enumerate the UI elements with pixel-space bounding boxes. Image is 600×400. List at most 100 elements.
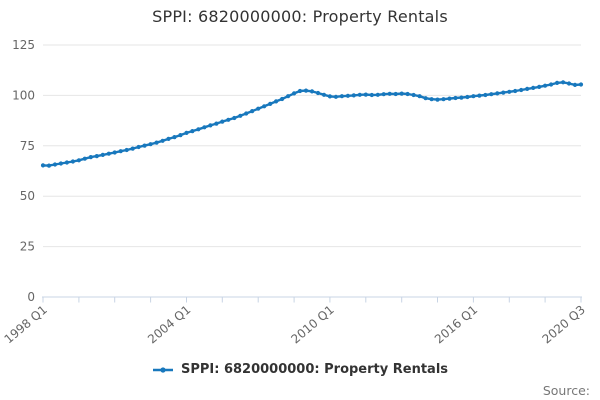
data-point-marker[interactable] [483, 92, 488, 98]
data-point-marker[interactable] [531, 85, 536, 90]
legend-item[interactable]: SPPI: 6820000000: Property Rentals [0, 362, 600, 377]
data-point-marker[interactable] [375, 92, 380, 97]
data-point-marker[interactable] [537, 84, 542, 89]
data-point-marker[interactable] [148, 142, 153, 147]
data-point-marker[interactable] [411, 92, 416, 98]
data-point-marker[interactable] [309, 89, 315, 94]
data-point-marker[interactable] [297, 88, 303, 94]
data-point-marker[interactable] [256, 106, 261, 111]
data-point-marker[interactable] [578, 82, 584, 87]
data-point-marker[interactable] [315, 90, 321, 96]
data-point-marker[interactable] [333, 94, 338, 99]
data-point-marker[interactable] [160, 138, 165, 143]
data-point-marker[interactable] [519, 87, 524, 93]
data-point-marker[interactable] [477, 93, 482, 98]
data-point-marker[interactable] [405, 91, 410, 97]
data-point-marker[interactable] [166, 136, 171, 141]
data-point-marker[interactable] [184, 130, 189, 135]
data-point-marker[interactable] [196, 127, 201, 132]
data-point-marker[interactable] [208, 123, 213, 128]
x-axis-tick-label: 2016 Q1 [432, 303, 480, 347]
source-label: Source: [542, 383, 590, 398]
data-point-marker[interactable] [555, 80, 560, 85]
data-point-marker[interactable] [525, 86, 530, 91]
data-point-marker[interactable] [190, 129, 195, 134]
data-point-marker[interactable] [106, 151, 111, 156]
data-point-marker[interactable] [130, 146, 135, 151]
data-point-marker[interactable] [435, 97, 440, 102]
data-point-marker[interactable] [327, 94, 332, 99]
data-point-marker[interactable] [118, 149, 123, 154]
series-line[interactable] [41, 81, 583, 167]
data-point-marker[interactable] [100, 152, 105, 157]
data-point-marker[interactable] [393, 91, 398, 97]
data-point-marker[interactable] [226, 117, 231, 122]
data-point-marker[interactable] [268, 101, 273, 106]
y-axis-tick-label: 25 [20, 240, 35, 254]
data-point-marker[interactable] [142, 143, 147, 148]
data-point-marker[interactable] [572, 82, 578, 87]
data-point-marker[interactable] [136, 144, 141, 150]
data-point-marker[interactable] [345, 93, 350, 98]
data-point-marker[interactable] [286, 94, 291, 99]
data-point-marker[interactable] [339, 94, 344, 99]
data-point-marker[interactable] [220, 119, 225, 124]
data-point-marker[interactable] [453, 95, 458, 101]
data-point-marker[interactable] [543, 83, 548, 88]
legend-label: SPPI: 6820000000: Property Rentals [180, 362, 449, 377]
data-point-marker[interactable] [112, 150, 117, 155]
chart-title: SPPI: 6820000000: Property Rentals [152, 7, 448, 26]
data-point-marker[interactable] [94, 154, 99, 159]
data-point-marker[interactable] [82, 156, 87, 161]
data-point-marker[interactable] [202, 125, 207, 130]
data-point-marker[interactable] [429, 97, 434, 102]
data-point-marker[interactable] [280, 96, 285, 102]
data-point-marker[interactable] [357, 92, 362, 97]
data-point-marker[interactable] [423, 96, 428, 101]
data-point-marker[interactable] [459, 95, 464, 100]
data-point-marker[interactable] [262, 104, 267, 109]
data-point-marker[interactable] [549, 82, 554, 87]
data-point-marker[interactable] [70, 159, 75, 164]
data-point-marker[interactable] [58, 161, 64, 166]
data-point-marker[interactable] [387, 91, 392, 96]
data-point-marker[interactable] [495, 91, 500, 96]
data-point-marker[interactable] [238, 113, 243, 118]
data-point-marker[interactable] [46, 163, 52, 168]
data-point-marker[interactable] [441, 97, 446, 102]
data-point-marker[interactable] [64, 160, 69, 165]
data-point-marker[interactable] [501, 90, 506, 95]
data-point-marker[interactable] [363, 92, 368, 97]
data-point-marker[interactable] [321, 92, 327, 97]
data-point-marker[interactable] [561, 80, 566, 85]
data-point-marker[interactable] [351, 93, 356, 98]
data-point-marker[interactable] [250, 109, 255, 114]
data-point-marker[interactable] [274, 99, 279, 104]
data-point-marker[interactable] [489, 92, 494, 97]
data-point-marker[interactable] [124, 147, 129, 153]
data-point-marker[interactable] [154, 140, 159, 145]
data-point-marker[interactable] [40, 163, 46, 168]
data-point-marker[interactable] [566, 81, 572, 86]
data-point-marker[interactable] [447, 96, 452, 101]
data-point-marker[interactable] [465, 94, 470, 100]
data-point-marker[interactable] [178, 133, 183, 138]
data-point-marker[interactable] [244, 111, 249, 116]
data-point-marker[interactable] [88, 155, 93, 160]
data-point-marker[interactable] [417, 94, 422, 99]
data-point-marker[interactable] [381, 92, 386, 97]
data-point-marker[interactable] [232, 115, 237, 121]
data-point-marker[interactable] [471, 94, 476, 99]
data-point-marker[interactable] [513, 88, 518, 94]
data-point-marker[interactable] [292, 91, 297, 96]
data-point-marker[interactable] [76, 158, 81, 163]
data-point-marker[interactable] [172, 135, 177, 140]
data-point-marker[interactable] [214, 121, 219, 126]
data-point-marker[interactable] [507, 89, 512, 94]
data-point-marker[interactable] [52, 162, 58, 167]
data-point-marker[interactable] [369, 92, 374, 98]
data-point-marker[interactable] [303, 88, 309, 93]
data-point-marker[interactable] [399, 91, 404, 96]
x-axis-tick-label: 2020 Q3 [540, 303, 588, 347]
